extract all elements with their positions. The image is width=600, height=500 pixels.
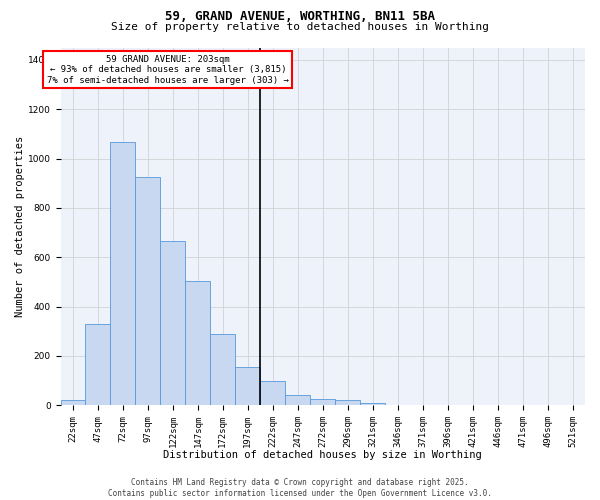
Bar (360, 403, 385, 405)
Text: Size of property relative to detached houses in Worthing: Size of property relative to detached ho… (111, 22, 489, 32)
Bar (285, 396, 310, 405)
Bar (260, 380, 285, 405)
Bar (85, 324, 110, 405)
Bar (185, 280, 211, 405)
Text: 59 GRAND AVENUE: 203sqm
← 93% of detached houses are smaller (3,815)
7% of semi-: 59 GRAND AVENUE: 203sqm ← 93% of detache… (47, 55, 289, 84)
Bar (211, 334, 235, 405)
Bar (110, 142, 136, 405)
Bar (310, 399, 335, 405)
Text: 59, GRAND AVENUE, WORTHING, BN11 5BA: 59, GRAND AVENUE, WORTHING, BN11 5BA (165, 10, 435, 23)
Bar (160, 241, 185, 405)
Bar (235, 367, 260, 405)
Text: Contains HM Land Registry data © Crown copyright and database right 2025.
Contai: Contains HM Land Registry data © Crown c… (108, 478, 492, 498)
X-axis label: Distribution of detached houses by size in Worthing: Distribution of detached houses by size … (163, 450, 482, 460)
Bar (335, 400, 360, 405)
Bar (61, 400, 85, 405)
Y-axis label: Number of detached properties: Number of detached properties (15, 136, 25, 317)
Bar (136, 177, 160, 405)
